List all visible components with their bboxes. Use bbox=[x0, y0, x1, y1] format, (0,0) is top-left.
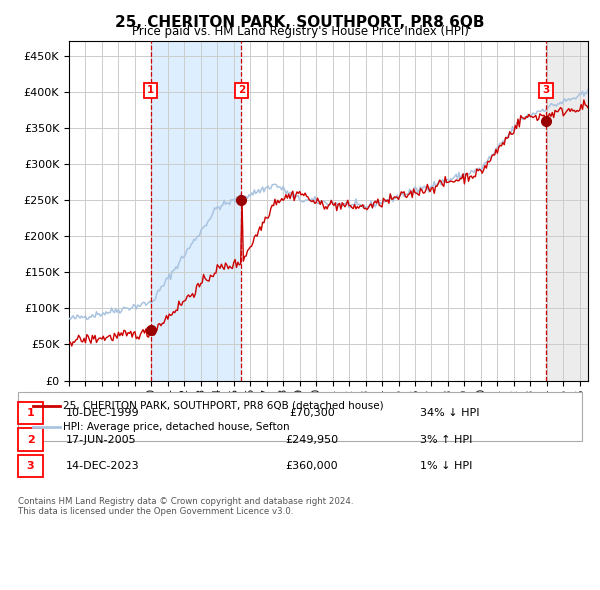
Text: 25, CHERITON PARK, SOUTHPORT, PR8 6QB (detached house): 25, CHERITON PARK, SOUTHPORT, PR8 6QB (d… bbox=[63, 401, 383, 411]
Text: 3: 3 bbox=[27, 461, 34, 471]
Text: 34% ↓ HPI: 34% ↓ HPI bbox=[420, 408, 479, 418]
Text: This data is licensed under the Open Government Licence v3.0.: This data is licensed under the Open Gov… bbox=[18, 507, 293, 516]
Text: 2: 2 bbox=[238, 86, 245, 96]
Text: Contains HM Land Registry data © Crown copyright and database right 2024.: Contains HM Land Registry data © Crown c… bbox=[18, 497, 353, 506]
Text: £249,950: £249,950 bbox=[286, 435, 338, 444]
Text: 2: 2 bbox=[27, 435, 34, 444]
Text: 14-DEC-2023: 14-DEC-2023 bbox=[66, 461, 140, 471]
Text: 1: 1 bbox=[27, 408, 34, 418]
Text: 25, CHERITON PARK, SOUTHPORT, PR8 6QB: 25, CHERITON PARK, SOUTHPORT, PR8 6QB bbox=[115, 15, 485, 30]
Text: £360,000: £360,000 bbox=[286, 461, 338, 471]
Text: 1% ↓ HPI: 1% ↓ HPI bbox=[420, 461, 472, 471]
Text: £70,300: £70,300 bbox=[289, 408, 335, 418]
Text: 1: 1 bbox=[147, 86, 154, 96]
Bar bbox=[546, 41, 588, 381]
Text: Price paid vs. HM Land Registry's House Price Index (HPI): Price paid vs. HM Land Registry's House … bbox=[131, 25, 469, 38]
Text: HPI: Average price, detached house, Sefton: HPI: Average price, detached house, Seft… bbox=[63, 422, 290, 432]
Text: 17-JUN-2005: 17-JUN-2005 bbox=[66, 435, 137, 444]
Bar bbox=[151, 41, 241, 381]
Text: 10-DEC-1999: 10-DEC-1999 bbox=[66, 408, 140, 418]
Text: 3: 3 bbox=[542, 86, 550, 96]
Text: 3% ↑ HPI: 3% ↑ HPI bbox=[420, 435, 472, 444]
